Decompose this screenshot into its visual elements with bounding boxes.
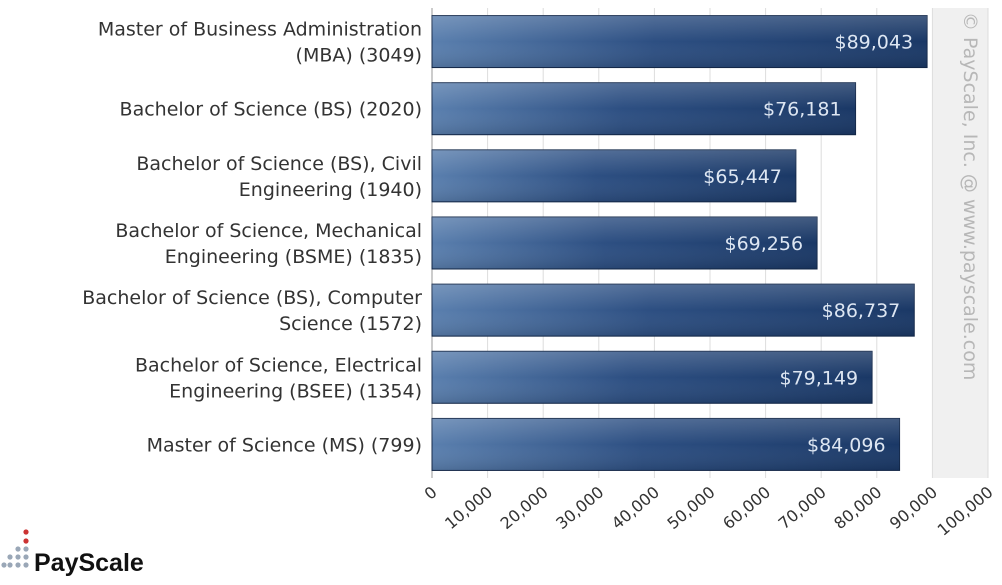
bar-shine <box>432 15 928 68</box>
bar-shine <box>432 284 915 337</box>
bar-value-label: $84,096 <box>807 434 886 456</box>
logo-dot <box>7 562 13 568</box>
x-tick-label: 60,000 <box>719 483 774 534</box>
bars: $89,043 $76,181 $65,447 $69,256 $86,737 $79,1… <box>431 15 928 471</box>
x-tick-label: 30,000 <box>552 483 607 534</box>
logo-wordmark: PayScale <box>34 549 144 577</box>
x-tick-label: 20,000 <box>497 483 552 534</box>
bar-shine <box>432 217 818 269</box>
category-label: Bachelor of Science, Electrical Engineeri… <box>135 354 422 402</box>
logo-dot <box>23 546 29 552</box>
plot-background <box>932 8 988 478</box>
payscale-logo-dots-icon <box>1 529 29 568</box>
logo-dot <box>23 554 29 560</box>
category-label: Master of Business Administration (MBA) (… <box>98 19 422 67</box>
x-tick-label: 50,000 <box>663 483 718 534</box>
category-label: Bachelor of Science (BS) (2020) <box>120 99 422 121</box>
bar-value-label: $69,256 <box>724 233 803 255</box>
copyright-watermark: © PayScale, Inc. @ www.payscale.com <box>959 12 981 380</box>
x-axis-tick-labels: 0 10,000 20,000 30,000 40,000 50,000 60,000 70,… <box>421 483 997 540</box>
bar-value-label: $79,149 <box>779 367 858 389</box>
logo-dot <box>23 538 29 544</box>
x-tick-label: 90,000 <box>886 483 941 534</box>
logo-dot <box>1 562 7 568</box>
x-tick-label: 80,000 <box>830 483 885 534</box>
category-labels: Master of Business Administration (MBA) (… <box>82 19 422 457</box>
x-tick-label: 40,000 <box>608 483 663 534</box>
x-tick-label: 100,000 <box>934 483 997 540</box>
logo-dot <box>15 562 21 568</box>
logo-dot <box>15 554 21 560</box>
bar-value-label: $65,447 <box>703 166 782 188</box>
bar-shine <box>432 149 796 202</box>
logo-dot <box>7 554 13 560</box>
bar-shine <box>432 418 900 471</box>
x-tick-label: 10,000 <box>441 483 496 534</box>
bar-value-label: $86,737 <box>822 300 901 322</box>
x-tick-label: 0 <box>421 483 441 504</box>
category-label: Bachelor of Science (BS), Computer Scienc… <box>82 287 422 335</box>
logo-dot <box>15 546 21 552</box>
category-label: Bachelor of Science, Mechanical Engineeri… <box>115 220 422 268</box>
logo-dot <box>23 529 29 535</box>
logo-dot <box>23 562 29 568</box>
bar-value-label: $89,043 <box>835 32 914 54</box>
bar-shine <box>432 351 873 404</box>
x-tick-label: 70,000 <box>775 483 830 534</box>
category-label: Master of Science (MS) (799) <box>147 434 422 456</box>
category-label: Bachelor of Science (BS), Civil Engineeri… <box>136 153 422 201</box>
bar-value-label: $76,181 <box>763 99 842 121</box>
plot-shaded-band <box>932 8 988 478</box>
bar-shine <box>432 82 856 135</box>
payscale-logo: PayScale <box>1 529 144 577</box>
